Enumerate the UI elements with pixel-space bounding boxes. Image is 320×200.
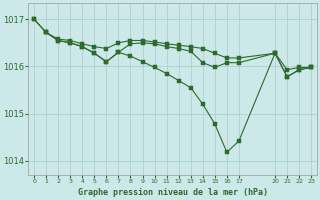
X-axis label: Graphe pression niveau de la mer (hPa): Graphe pression niveau de la mer (hPa) [78,188,268,197]
